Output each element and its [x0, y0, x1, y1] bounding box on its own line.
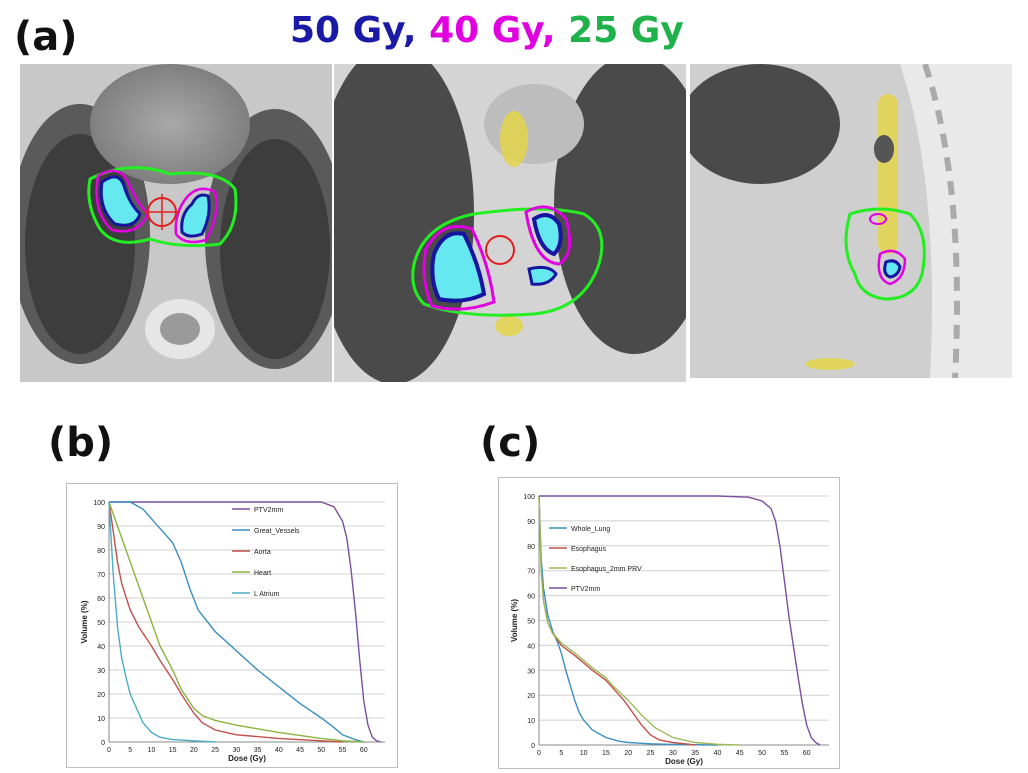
legend-label: PTV2mm — [571, 586, 600, 593]
legend-label: Esophagus_2mm PRV — [571, 566, 642, 573]
series-line-whole-lung — [538, 495, 718, 746]
panel-a-label: (a) — [14, 14, 78, 60]
legend-label: Esophagus — [571, 546, 607, 553]
dose-50-label: 50 Gy, — [290, 10, 417, 51]
x-axis-title: Dose (Gy) — [665, 757, 703, 766]
x-tick-label: 10 — [148, 747, 156, 754]
panel-b-label: (b) — [48, 420, 114, 466]
x-tick-label: 15 — [602, 750, 610, 757]
x-tick-label: 15 — [169, 747, 177, 754]
x-tick-label: 0 — [107, 747, 111, 754]
legend-label: Whole_Lung — [571, 526, 610, 533]
y-tick-label: 80 — [97, 548, 105, 555]
x-axis-title: Dose (Gy) — [228, 754, 266, 763]
y-tick-label: 60 — [97, 596, 105, 603]
x-tick-label: 5 — [128, 747, 132, 754]
y-tick-label: 90 — [527, 519, 535, 526]
legend-label: Great_Vessels — [254, 528, 300, 535]
x-tick-label: 35 — [691, 750, 699, 757]
legend-label: PTV2mm — [254, 507, 283, 514]
y-tick-label: 50 — [97, 620, 105, 627]
x-tick-label: 25 — [647, 750, 655, 757]
y-tick-label: 80 — [527, 544, 535, 551]
legend-label: L Atrium — [254, 591, 280, 598]
y-tick-label: 10 — [97, 716, 105, 723]
dvh-chart-b: 0 10 20 30 40 50 60 70 80 90 100 0 5 10 15 20 25 30 35 40 45… — [66, 483, 398, 768]
y-tick-label: 40 — [97, 644, 105, 651]
series-line-aorta — [108, 501, 343, 743]
y-tick-label: 50 — [527, 619, 535, 626]
y-tick-label: 0 — [531, 743, 535, 750]
y-tick-label: 20 — [97, 692, 105, 699]
y-axis-title: Volume (%) — [80, 600, 89, 643]
x-tick-label: 20 — [190, 747, 198, 754]
series-line-ptv2mm — [109, 501, 381, 743]
y-tick-label: 60 — [527, 594, 535, 601]
x-tick-label: 50 — [758, 750, 766, 757]
x-tick-label: 60 — [360, 747, 368, 754]
ct-sagittal-image — [690, 64, 1012, 378]
series-line-great-vessels — [109, 501, 364, 743]
x-tick-label: 30 — [232, 747, 240, 754]
x-tick-label: 30 — [669, 750, 677, 757]
dvh-chart-b-svg: 0 10 20 30 40 50 60 70 80 90 100 0 5 10 15 20 25 30 35 40 45… — [80, 500, 385, 763]
y-tick-label: 100 — [523, 494, 535, 501]
ct-coronal-image — [334, 64, 686, 382]
x-tick-label: 45 — [736, 750, 744, 757]
y-tick-label: 90 — [97, 524, 105, 531]
x-tick-label: 45 — [296, 747, 304, 754]
x-tick-label: 0 — [537, 750, 541, 757]
x-tick-label: 35 — [254, 747, 262, 754]
panel-c-label: (c) — [480, 420, 541, 466]
y-tick-label: 30 — [97, 668, 105, 675]
dose-25-label: 25 Gy — [568, 10, 684, 51]
series-line-l-atrium — [108, 501, 216, 743]
y-tick-label: 30 — [527, 668, 535, 675]
x-tick-label: 40 — [714, 750, 722, 757]
x-tick-label: 25 — [211, 747, 219, 754]
y-tick-label: 10 — [527, 718, 535, 725]
y-tick-label: 70 — [527, 569, 535, 576]
series-line-esophagus-2mm-prv — [538, 495, 740, 746]
dvh-chart-c-svg: 0 10 20 30 40 50 60 70 80 90 100 0 5 10 15 20 25 30 35 40 45… — [510, 494, 829, 766]
legend-label: Aorta — [254, 549, 271, 556]
y-tick-label: 0 — [101, 740, 105, 747]
x-tick-label: 50 — [317, 747, 325, 754]
series-line-heart — [108, 501, 364, 743]
x-tick-label: 60 — [803, 750, 811, 757]
x-tick-label: 20 — [624, 750, 632, 757]
y-tick-label: 40 — [527, 643, 535, 650]
y-tick-label: 100 — [93, 500, 105, 507]
y-axis-title: Volume (%) — [510, 599, 519, 642]
x-tick-label: 10 — [580, 750, 588, 757]
dose-40-label: 40 Gy, — [429, 10, 556, 51]
dose-legend-title: 50 Gy, 40 Gy, 25 Gy — [290, 10, 684, 51]
x-tick-label: 5 — [559, 750, 563, 757]
series-line-ptv2mm — [539, 495, 821, 746]
y-tick-label: 70 — [97, 572, 105, 579]
ct-axial-image — [20, 64, 332, 382]
x-tick-label: 55 — [339, 747, 347, 754]
legend-label: Heart — [254, 570, 271, 577]
dvh-chart-c: 0 10 20 30 40 50 60 70 80 90 100 0 5 10 15 20 25 30 35 40 45… — [498, 477, 840, 769]
y-tick-label: 20 — [527, 693, 535, 700]
x-tick-label: 40 — [275, 747, 283, 754]
x-tick-label: 55 — [780, 750, 788, 757]
